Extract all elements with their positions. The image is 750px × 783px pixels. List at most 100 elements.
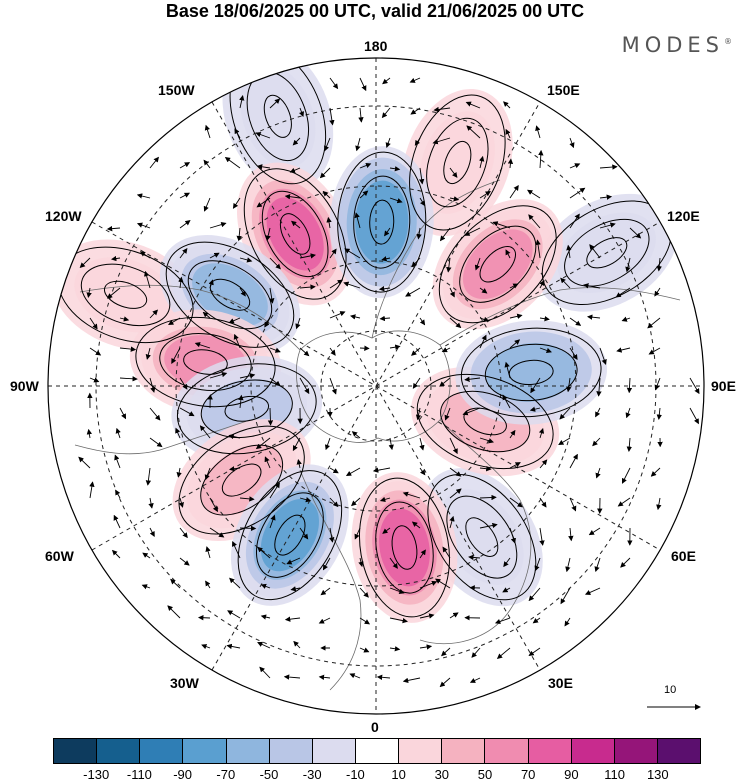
wind-arrow — [449, 467, 462, 477]
wind-arrow — [179, 220, 191, 229]
wind-arrow — [419, 317, 426, 326]
wind-arrow — [528, 647, 541, 657]
wind-arrow — [389, 646, 401, 652]
wind-arrow — [566, 377, 572, 393]
wind-arrow — [228, 317, 241, 324]
contour-line — [358, 477, 450, 618]
wind-arrow — [466, 125, 481, 139]
wind-arrow — [286, 557, 301, 565]
wind-arrow — [142, 552, 151, 559]
wind-arrow — [269, 482, 280, 499]
wind-arrow — [167, 605, 181, 619]
wind-arrow — [264, 317, 271, 328]
wind-arrow — [178, 276, 184, 289]
colorbar-tick-label: 130 — [646, 767, 669, 782]
wind-arrow — [419, 613, 435, 619]
wind-arrow — [620, 557, 631, 568]
contour-line — [279, 213, 311, 255]
colorbar-tick-label: -110 — [126, 767, 152, 782]
wind-arrow — [264, 456, 271, 469]
wind-arrow — [175, 427, 181, 439]
wind-arrow — [569, 317, 582, 326]
wind-arrow — [170, 578, 181, 589]
wind-arrow — [354, 527, 361, 540]
wind-arrow — [384, 227, 391, 237]
wind-arrow — [419, 197, 426, 207]
contour-line — [465, 517, 499, 557]
wind-arrow — [379, 315, 391, 322]
wind-arrow — [376, 674, 391, 680]
wind-arrow — [89, 481, 95, 499]
wind-arrow — [290, 220, 301, 229]
wind-arrow — [414, 137, 421, 146]
vector-scale-label: 10 — [664, 684, 677, 696]
wind-arrow — [654, 287, 661, 297]
wind-arrow — [269, 257, 281, 270]
wind-arrow — [232, 197, 241, 209]
wind-arrow — [86, 287, 92, 298]
wind-arrow — [419, 437, 425, 451]
contour-line — [426, 117, 489, 208]
wind-arrow — [359, 647, 370, 653]
contour-line — [460, 327, 602, 418]
wind-arrow — [539, 527, 545, 546]
wind-arrow — [136, 222, 151, 229]
wind-arrow — [539, 347, 552, 354]
wind-arrow — [588, 527, 601, 536]
anomaly-fill — [355, 180, 409, 264]
wind-arrow — [411, 257, 421, 268]
wind-arrow — [111, 549, 121, 559]
wind-arrow — [320, 587, 331, 596]
wind-arrow — [205, 546, 211, 559]
wind-arrow — [479, 287, 488, 294]
wind-arrow — [358, 557, 364, 568]
wind-arrow — [359, 190, 369, 199]
wind-arrow — [289, 167, 301, 173]
wind-arrow — [389, 197, 403, 204]
wind-arrow — [509, 497, 523, 508]
colorbar-bin — [54, 739, 98, 763]
colorbar-bin — [442, 739, 486, 763]
wind-arrow — [464, 227, 481, 236]
wind-arrow — [269, 514, 276, 529]
wind-arrow — [227, 610, 241, 619]
wind-arrow — [596, 377, 602, 397]
wind-arrow — [359, 162, 372, 169]
colorbar-bin — [226, 739, 270, 763]
colorbar-tick-label: -30 — [302, 767, 322, 782]
wind-arrow — [625, 257, 631, 273]
wind-arrow — [239, 373, 256, 379]
wind-arrow — [569, 187, 586, 199]
wind-arrow — [359, 345, 370, 351]
wind-arrow — [119, 376, 138, 382]
wind-arrow — [402, 677, 421, 684]
anomaly-fill — [440, 489, 524, 585]
wind-arrow — [405, 287, 421, 297]
map-boundary — [47, 57, 705, 715]
wind-arrow — [449, 515, 455, 529]
wind-arrow — [599, 222, 616, 229]
wind-arrow — [344, 248, 361, 259]
wind-arrow — [568, 527, 574, 542]
wind-arrow — [509, 283, 519, 289]
wind-arrow — [179, 247, 188, 259]
lon-label-90w: 90W — [10, 378, 39, 394]
wind-arrow — [595, 467, 601, 479]
wind-arrow — [329, 347, 336, 356]
lon-label-60e: 60E — [671, 548, 696, 564]
wind-arrow — [204, 467, 211, 481]
wind-arrow — [539, 459, 548, 469]
wind-arrow — [78, 456, 91, 469]
colorbar-tick-label: 70 — [520, 767, 536, 782]
colorbar-bin — [269, 739, 313, 763]
colorbar-tick-label: 90 — [564, 767, 579, 782]
wind-arrow — [535, 239, 541, 259]
wind-arrow — [479, 191, 491, 199]
wind-arrow — [343, 281, 361, 289]
wind-arrow — [492, 221, 511, 229]
wind-arrow — [439, 377, 451, 387]
registered-mark: ® — [724, 37, 732, 46]
wind-arrow — [299, 347, 310, 357]
wind-arrow — [402, 491, 421, 499]
wind-arrow — [389, 617, 408, 624]
